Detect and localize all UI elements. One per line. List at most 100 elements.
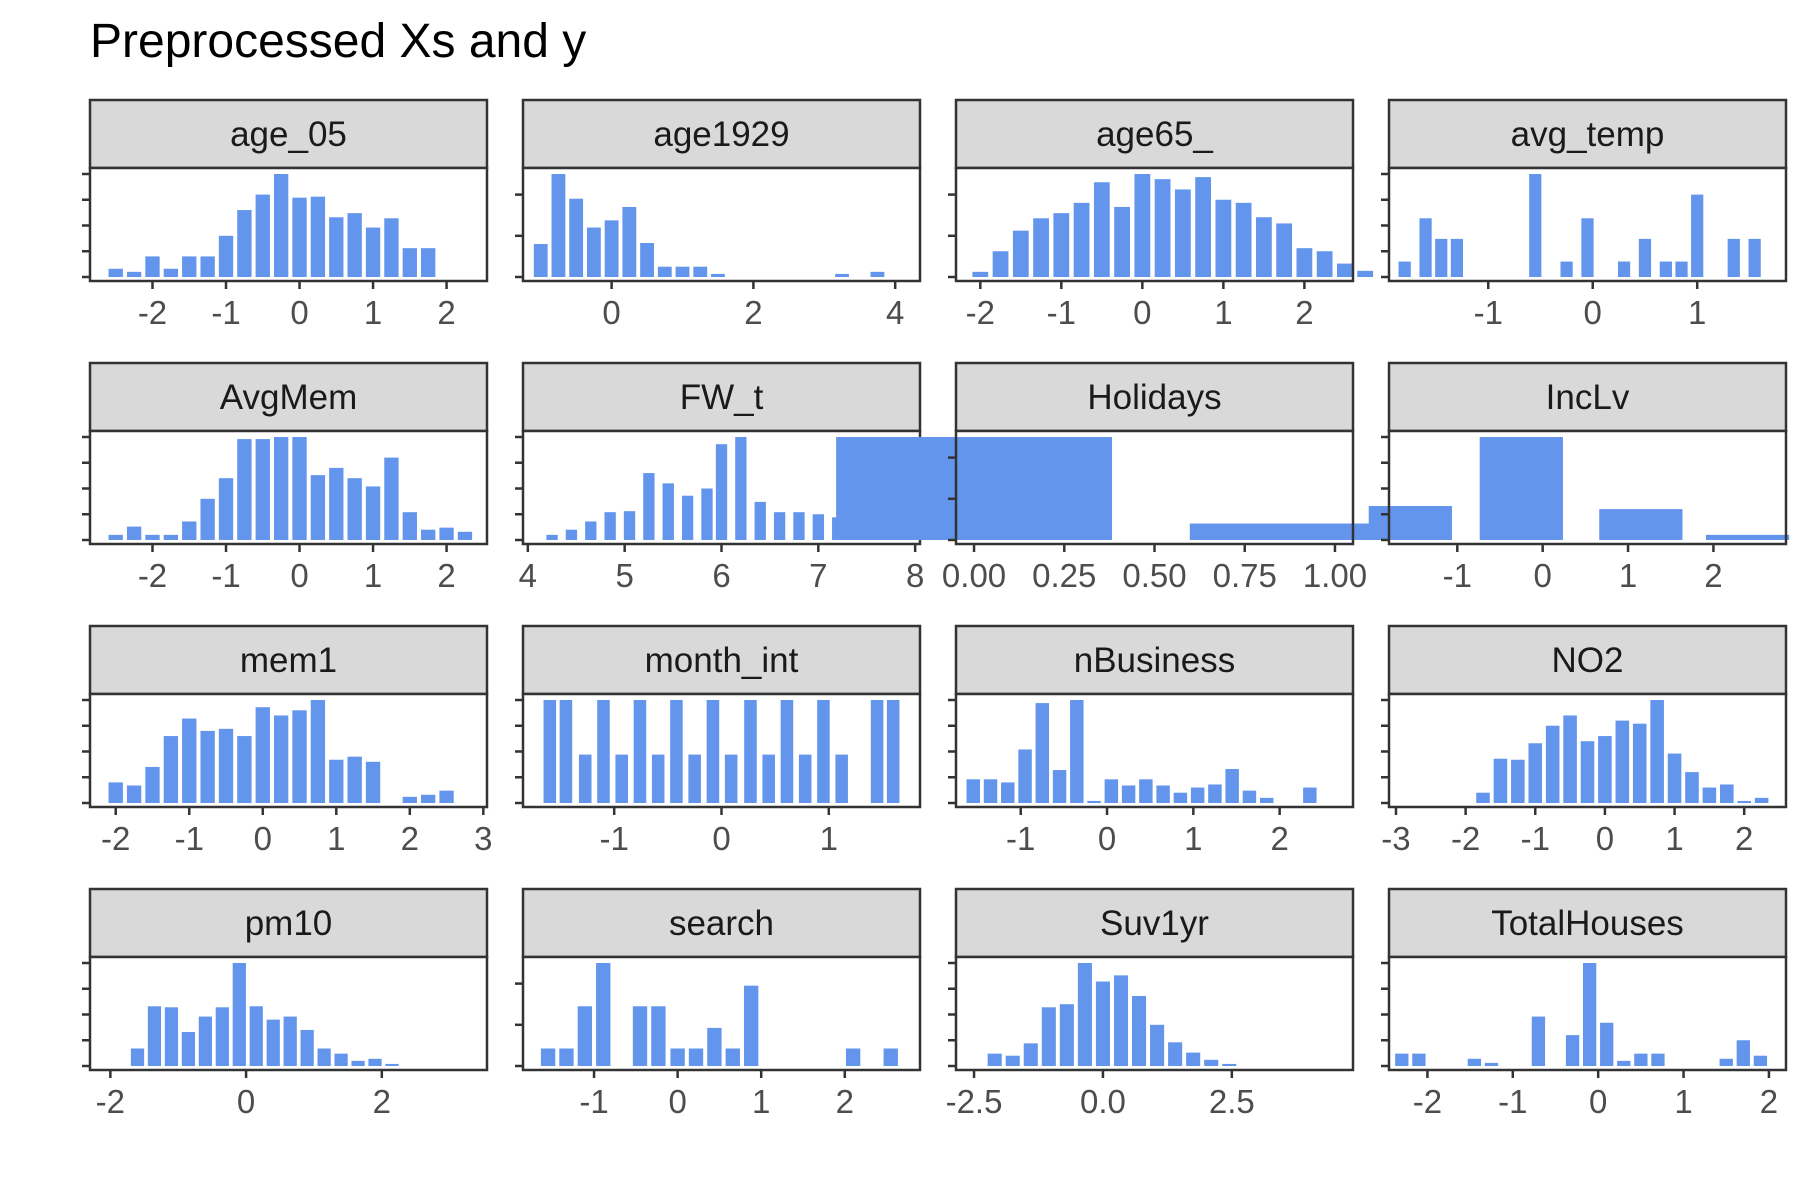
histogram-bar [1368, 506, 1452, 540]
histogram-bar [533, 244, 548, 277]
histogram-bar [640, 243, 654, 277]
facet-strip [1387, 887, 1788, 959]
histogram-bar [300, 1029, 314, 1066]
histogram-bar [1531, 1016, 1546, 1066]
histogram-bar [1493, 758, 1508, 803]
histogram-bar [1651, 1053, 1665, 1066]
x-tick-label: -1 [211, 557, 240, 594]
histogram-bar [1632, 723, 1647, 803]
x-tick-label: 1 [1619, 557, 1637, 594]
x-tick-label: 0 [712, 820, 730, 857]
histogram-bar [365, 227, 381, 277]
x-tick-label: 2 [744, 294, 762, 331]
histogram-bar [1754, 797, 1769, 803]
x-tick-label: -1 [175, 820, 204, 857]
histogram-bar [181, 1032, 196, 1066]
x-tick-label: 0 [1589, 1083, 1607, 1120]
histogram-bar [317, 1048, 331, 1066]
histogram-bar [1208, 784, 1222, 803]
facet-strip [954, 887, 1355, 959]
histogram-bar [597, 700, 610, 803]
facet-strip [521, 361, 922, 433]
histogram-bar [1114, 206, 1130, 277]
histogram-bar [126, 785, 142, 803]
x-tick-label: 1 [327, 820, 345, 857]
histogram-bar [1600, 1022, 1614, 1066]
histogram-bar [1121, 785, 1136, 803]
histogram-bar [693, 266, 708, 277]
x-tick-label: 1 [1665, 820, 1683, 857]
histogram-bar [1070, 700, 1084, 803]
x-tick-label: 2 [1735, 820, 1753, 857]
facet-strip-label: Suv1yr [1100, 904, 1209, 943]
facet-panel: age1929 0 2 4 [515, 98, 922, 331]
x-tick-label: -2 [96, 1083, 125, 1120]
histogram-bar [1276, 223, 1293, 277]
histogram-bar [1582, 963, 1597, 1066]
x-tick-label: -2 [101, 820, 130, 857]
histogram-bar [992, 251, 1009, 277]
histogram-bar [1018, 749, 1032, 803]
histogram-bar [1412, 1053, 1426, 1066]
histogram-bar [329, 217, 344, 277]
x-tick-label: 2 [1704, 557, 1722, 594]
histogram-bar [218, 478, 234, 540]
x-tick-label: 0 [290, 294, 308, 331]
histogram-bar [1225, 769, 1239, 803]
histogram-bar [1617, 1060, 1631, 1066]
histogram-bar [577, 1006, 593, 1066]
x-tick-label: 0 [1596, 820, 1614, 857]
histogram-bar [1638, 238, 1652, 277]
histogram-bar [292, 437, 307, 540]
histogram-bar [163, 534, 179, 540]
facet-strip [521, 624, 922, 696]
facet-strip-label: TotalHouses [1491, 904, 1684, 943]
histogram-bar [334, 1053, 348, 1066]
histogram-bar [126, 271, 142, 277]
histogram-bar [182, 256, 197, 277]
facet-strip [954, 624, 1355, 696]
histogram-bar [273, 715, 289, 803]
histogram-bar [249, 1006, 263, 1066]
histogram-bar [1190, 787, 1205, 803]
histogram-bar [1565, 1035, 1580, 1066]
x-tick-label: -2 [138, 557, 167, 594]
histogram-bar [439, 527, 454, 540]
histogram-bar [835, 754, 848, 803]
facet-panel: AvgMem -2 -1 0 1 2 [82, 361, 489, 594]
histogram-bar [643, 473, 655, 540]
histogram-bar [1720, 784, 1734, 803]
facet-strip-label: age65_ [1096, 115, 1213, 154]
facet-strip [1387, 361, 1788, 433]
histogram-bar [1476, 792, 1490, 803]
x-tick-label: -2 [1413, 1083, 1442, 1120]
histogram-bar [218, 728, 234, 803]
histogram-bar [108, 534, 123, 540]
histogram-bar [1235, 202, 1252, 277]
histogram-bar [1139, 779, 1153, 803]
x-tick-label: 2 [437, 557, 455, 594]
facet-panel: search -1 0 1 2 [515, 887, 922, 1120]
histogram-bar [724, 754, 738, 803]
histogram-bar [651, 1006, 666, 1066]
histogram-bar [622, 206, 637, 277]
x-tick-label: 0.25 [1032, 557, 1096, 594]
histogram-bar [1242, 790, 1257, 803]
histogram-bar [559, 700, 573, 803]
histogram-bar [578, 754, 592, 803]
histogram-bar [1204, 1059, 1219, 1066]
histogram-bar [1150, 1024, 1165, 1066]
histogram-bar [725, 1048, 740, 1066]
x-tick-label: -1 [1498, 1083, 1527, 1120]
histogram-bar [273, 174, 289, 277]
x-tick-label: 1 [1688, 294, 1706, 331]
histogram-bar [368, 1058, 382, 1066]
histogram-bar [147, 1006, 162, 1066]
histogram-bar [1580, 741, 1595, 803]
histogram-bar [1134, 174, 1151, 277]
histogram-bar [182, 718, 197, 803]
histogram-bar [870, 700, 884, 803]
facet-strip-label: month_int [645, 641, 799, 680]
x-tick-label: -2 [966, 294, 995, 331]
x-tick-label: 2 [401, 820, 419, 857]
